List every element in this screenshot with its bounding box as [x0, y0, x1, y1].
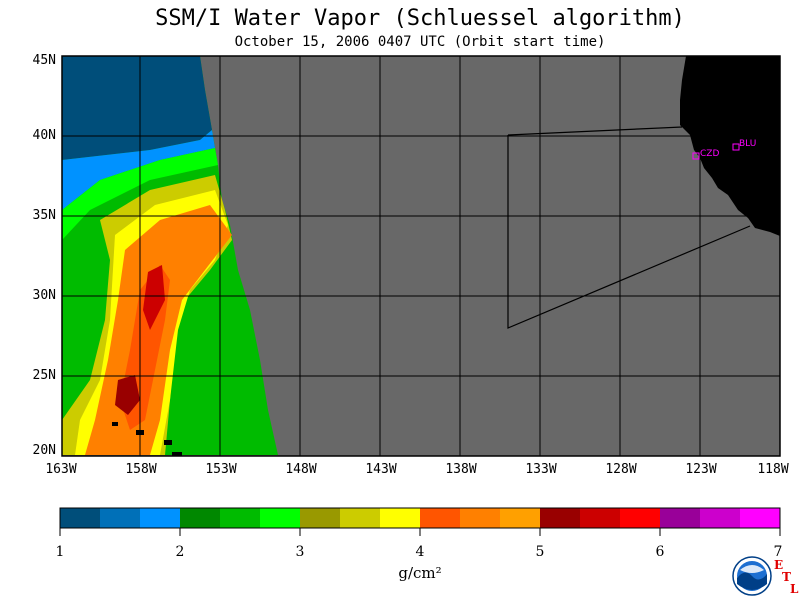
lat-label: 45N [32, 53, 56, 68]
colorbar-tick-label: 7 [773, 544, 783, 560]
station-markers: CZD BLU [692, 139, 756, 160]
lat-label: 40N [32, 128, 56, 143]
colorbar-tick-label: 3 [295, 544, 305, 560]
lon-label: 143W [365, 462, 397, 477]
station-czd-marker [692, 152, 700, 160]
lat-label: 25N [32, 368, 56, 383]
colorbar-tick-label: 6 [655, 544, 665, 560]
station-blu-marker [732, 143, 740, 151]
track-lines [507, 126, 751, 329]
lon-label: 128W [605, 462, 637, 477]
lon-label: 123W [685, 462, 717, 477]
water-vapor-swath [62, 56, 278, 455]
lon-label: 163W [45, 462, 77, 477]
colorbar-tick-label: 4 [415, 544, 425, 560]
lat-label: 20N [32, 443, 56, 458]
lon-label: 133W [525, 462, 557, 477]
lat-label: 35N [32, 208, 56, 223]
lon-label: 158W [125, 462, 157, 477]
lon-label: 138W [445, 462, 477, 477]
map-frame [61, 55, 781, 457]
lat-lon-grid [62, 56, 780, 456]
map-title: SSM/I Water Vapor (Schluessel algorithm) [155, 6, 685, 31]
colorbar-units: g/cm² [398, 564, 442, 582]
colorbar-tick-label: 5 [535, 544, 545, 560]
station-czd-label: CZD [700, 149, 719, 159]
noaa-logo [732, 556, 772, 596]
colorbar-tick-label: 2 [175, 544, 185, 560]
california-coast-land [680, 56, 780, 236]
colorbar-tick-label: 1 [55, 544, 65, 560]
map-subtitle: October 15, 2006 0407 UTC (Orbit start t… [234, 34, 606, 50]
lon-label: 148W [285, 462, 317, 477]
lon-label: 118W [757, 462, 789, 477]
lat-label: 30N [32, 288, 56, 303]
lon-label: 153W [205, 462, 237, 477]
station-blu-label: BLU [739, 139, 756, 149]
